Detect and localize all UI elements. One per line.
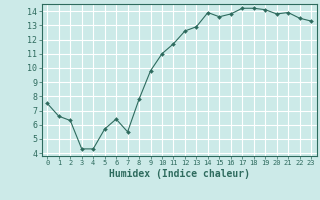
X-axis label: Humidex (Indice chaleur): Humidex (Indice chaleur): [109, 169, 250, 179]
